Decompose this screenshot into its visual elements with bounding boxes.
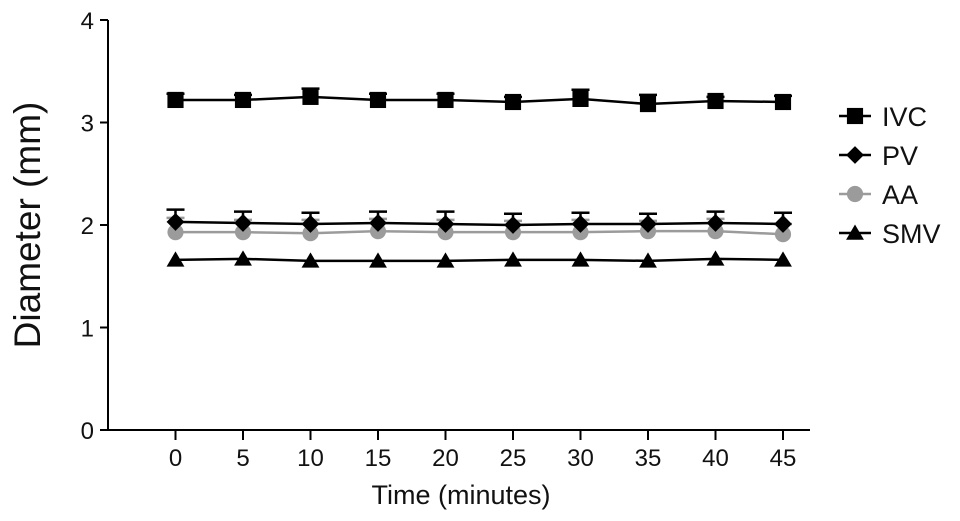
square-marker [846, 107, 864, 125]
circle-marker [302, 225, 319, 242]
diamond-marker [234, 214, 252, 232]
plot-area [166, 87, 792, 268]
circle-marker [167, 224, 184, 241]
legend-label: IVC [882, 102, 927, 132]
y-tick-label: 1 [81, 316, 94, 343]
legend-label: AA [882, 180, 918, 210]
x-tick-label: 30 [567, 445, 594, 472]
square-marker [234, 91, 252, 109]
x-tick-label: 20 [432, 445, 459, 472]
triangle-marker [846, 224, 864, 240]
series-smv [166, 250, 792, 268]
y-tick-label: 2 [81, 213, 94, 240]
y-axis-title: Diameter (mm) [7, 102, 48, 349]
y-axis: 0 1 2 3 4 [81, 8, 109, 445]
square-marker [369, 91, 387, 109]
series-ivc [166, 87, 792, 113]
y-tick-label: 0 [81, 418, 94, 445]
x-axis-title: Time (minutes) [371, 480, 550, 510]
diamond-marker [706, 214, 725, 232]
triangle-marker [369, 252, 387, 268]
square-marker [167, 91, 184, 109]
x-tick-label: 25 [500, 445, 527, 472]
triangle-marker [774, 251, 792, 267]
square-marker [774, 93, 792, 111]
triangle-marker [234, 250, 252, 266]
x-tick-label: 15 [365, 445, 392, 472]
triangle-marker [639, 252, 657, 268]
legend-item-ivc: IVC [839, 102, 927, 132]
series-line-aa [175, 229, 784, 236]
series-line-smv [175, 257, 784, 263]
legend-label: SMV [882, 219, 941, 249]
triangle-marker [571, 251, 590, 267]
legend-item-pv: PV [839, 141, 918, 171]
diamond-marker [639, 215, 657, 233]
diamond-marker [571, 215, 590, 233]
circle-marker [234, 224, 252, 241]
triangle-marker [706, 250, 725, 266]
series-aa [166, 216, 792, 243]
x-tick-label: 5 [236, 445, 249, 472]
x-tick-label: 0 [169, 445, 182, 472]
legend-item-smv: SMV [839, 219, 941, 249]
square-marker [572, 90, 589, 107]
diamond-marker [301, 215, 320, 233]
series-line-pv [175, 220, 784, 227]
triangle-marker [301, 252, 320, 268]
x-axis: 0 5 10 15 20 25 30 35 40 45 [108, 429, 810, 472]
series-pv [166, 208, 792, 234]
x-tick-label: 35 [635, 445, 662, 472]
legend: IVC PV AA SMV [839, 102, 941, 249]
diamond-marker [436, 215, 455, 233]
series-line-ivc [175, 95, 784, 106]
legend-item-aa: AA [839, 180, 918, 210]
circle-marker [774, 226, 792, 243]
square-marker [639, 95, 657, 113]
triangle-marker [436, 252, 455, 268]
diamond-marker [774, 215, 792, 233]
square-marker [707, 92, 724, 110]
diamond-marker [369, 214, 387, 232]
x-tick-label: 45 [770, 445, 797, 472]
square-marker [302, 88, 319, 105]
x-tick-label: 10 [297, 445, 324, 472]
y-tick-label: 4 [81, 8, 94, 35]
square-marker [504, 93, 522, 111]
triangle-marker [504, 251, 522, 267]
diamond-marker [504, 216, 522, 234]
triangle-marker [166, 251, 185, 267]
x-tick-label: 40 [702, 445, 729, 472]
square-marker [437, 91, 454, 109]
diamond-marker [166, 213, 185, 231]
diamond-marker [846, 146, 864, 164]
legend-label: PV [882, 141, 918, 171]
y-tick-label: 3 [81, 111, 94, 138]
circle-marker [846, 185, 864, 203]
